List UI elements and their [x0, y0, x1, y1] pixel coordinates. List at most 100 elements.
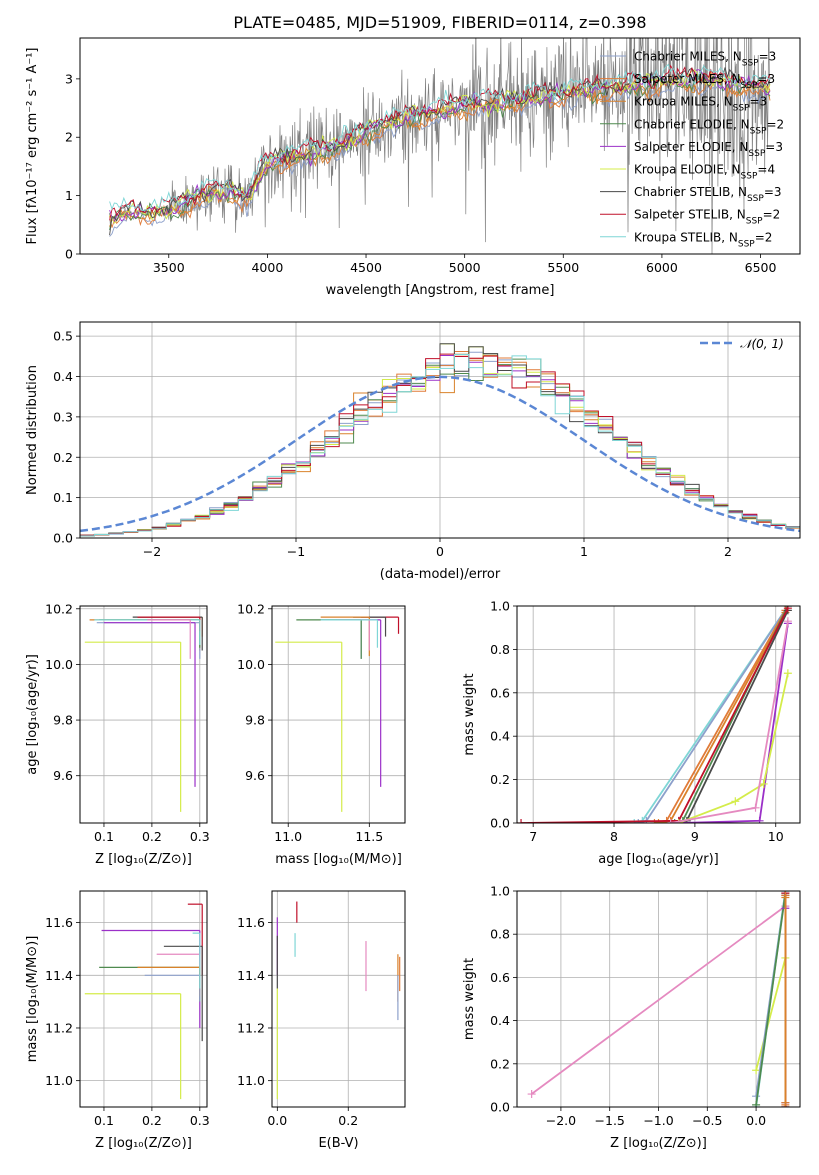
y-tick-label: 11.6	[237, 915, 265, 930]
y-tick-label: 0.3	[53, 409, 73, 424]
legend-entry: Chabrier MILES, NSSP=3	[634, 50, 776, 69]
legend-subscript: SSP	[747, 194, 764, 204]
x-tick-label: −2.0	[546, 1113, 576, 1128]
legend-tail: =3	[765, 140, 783, 154]
axes-frame	[271, 890, 406, 1108]
model-spectrum-kroupa_stelib	[109, 63, 771, 212]
point-marker	[674, 819, 683, 823]
y-axis-label: Normed distribution	[25, 365, 40, 495]
x-axis-label: E(B-V)	[318, 1136, 358, 1151]
x-tick-label: 0.0	[267, 1113, 287, 1128]
y-tick-label: 9.6	[245, 768, 265, 783]
point-marker	[752, 1100, 761, 1107]
series-kroupa_elodie	[755, 957, 787, 1071]
legend-entry: Salpeter MILES, NSSP=3	[634, 72, 775, 91]
legend-text: Salpeter MILES, N	[634, 72, 741, 86]
legend-subscript: SSP	[742, 59, 759, 69]
y-tick-label: 3	[65, 71, 73, 86]
x-tick-label: 9	[691, 829, 699, 844]
panel-mass_vs_EBV: 0.0 0.2 11.0 11.2 11.4 11.6 E(B-V)	[237, 890, 406, 1151]
x-tick-label: 11.0	[274, 829, 302, 844]
legend-text: Chabrier ELODIE, N	[634, 117, 750, 131]
legend-tail: =2	[766, 117, 784, 131]
y-tick-label: 11.2	[237, 1020, 265, 1035]
x-tick-label: −0.5	[692, 1113, 722, 1128]
y-tick-label: 9.6	[53, 768, 73, 783]
y-tick-label: 10.2	[45, 601, 73, 616]
axes-frame	[516, 605, 801, 824]
y-tick-label: 11.4	[45, 968, 73, 983]
y-axis-label: mass weight	[462, 673, 477, 755]
y-axis-label: Flux [fλ10⁻¹⁷ erg cm⁻² s⁻¹ A⁻¹]	[25, 48, 40, 245]
y-tick-label: 0.4	[53, 369, 73, 384]
legend-entry: 𝒩(0, 1)	[740, 337, 784, 351]
model-spectrum-salpeter_elodie	[109, 69, 771, 224]
panel-residuals: −2 −1 0 1 2 0.0 0.1 0.2 0.3 0.4 0.5 (data-model)/er…	[25, 321, 801, 582]
plot-area	[517, 606, 792, 823]
y-tick-label: 1.0	[490, 599, 510, 614]
series-kroupa_elodie	[678, 673, 789, 823]
y-tick-label: 9.8	[245, 713, 265, 728]
x-tick-label: 0.2	[142, 829, 162, 844]
panel-age_vs_mass: 11.0 11.5 9.6 9.8 10.0 10.2 mass [log₁₀(M/M⊙)]	[237, 601, 406, 867]
y-tick-label: 10.0	[45, 657, 73, 672]
x-tick-label: 6000	[646, 260, 678, 275]
legend-tail: =3	[750, 95, 768, 109]
legend-tail: =2	[755, 230, 773, 244]
legend-entry: Salpeter STELIB, NSSP=2	[634, 208, 780, 227]
point-marker	[751, 803, 760, 812]
legend-entry: Kroupa ELODIE, NSSP=4	[634, 163, 775, 182]
x-tick-label: 0.3	[190, 829, 210, 844]
panel-massweight_vs_age: 7 8 9 10 0.0 0.2 0.4 0.6 0.8 1.0 age [log₁₀(age/yr…	[462, 599, 801, 867]
series-pink	[531, 905, 786, 1095]
plot-area	[527, 891, 790, 1107]
model-spectrum-salpeter_miles	[109, 72, 771, 228]
x-axis-label: wavelength [Angstrom, rest frame]	[326, 283, 555, 298]
y-tick-label: 0.0	[53, 531, 73, 546]
x-tick-label: −1	[287, 544, 305, 559]
x-tick-label: 0	[436, 544, 444, 559]
point-marker	[759, 779, 768, 788]
legend-tail: =2	[763, 208, 781, 222]
y-tick-label: 0.1	[53, 490, 73, 505]
legend-text: Salpeter STELIB, N	[634, 208, 746, 222]
legend-subscript: SSP	[733, 104, 750, 114]
y-tick-label: 11.2	[45, 1020, 73, 1035]
legend-subscript: SSP	[750, 126, 767, 136]
x-axis-label: Z [log₁₀(Z/Z⊙)]	[95, 1136, 192, 1151]
y-tick-label: 9.8	[53, 713, 73, 728]
legend-entry: Salpeter ELODIE, NSSP=3	[634, 140, 783, 159]
x-tick-label: 0.0	[746, 1113, 766, 1128]
y-tick-label: 1	[65, 188, 73, 203]
y-tick-label: 0.6	[490, 685, 510, 700]
x-tick-label: 0.2	[142, 1113, 162, 1128]
point-marker	[666, 819, 675, 823]
x-axis-label: mass [log₁₀(M/M⊙)]	[275, 852, 402, 867]
panel-age_vs_Z: 0.1 0.2 0.3 9.6 9.8 10.0 10.2 Z [log₁₀(Z/Z⊙)] ag…	[25, 601, 210, 867]
x-tick-label: 0.1	[94, 1113, 114, 1128]
y-axis-label: age [log₁₀(age/yr)]	[25, 654, 40, 775]
y-tick-label: 11.4	[237, 968, 265, 983]
axes-frame	[79, 605, 208, 824]
axes-frame	[516, 890, 801, 1108]
x-tick-label: 0.1	[94, 829, 114, 844]
legend-tail: =3	[759, 50, 777, 64]
legend-subscript: SSP	[746, 217, 763, 227]
y-tick-label: 11.6	[45, 915, 73, 930]
gaussian-curve	[80, 375, 800, 533]
legend-text: Kroupa ELODIE, N	[634, 163, 741, 177]
x-axis-label: Z [log₁₀(Z/Z⊙)]	[95, 852, 192, 867]
legend-tail: =4	[757, 163, 775, 177]
y-tick-label: 0.0	[490, 816, 510, 831]
point-marker	[752, 1066, 761, 1075]
point-marker	[731, 797, 740, 806]
axes-frame	[79, 890, 208, 1108]
x-tick-label: 11.5	[355, 829, 383, 844]
y-tick-label: 0.2	[490, 1056, 510, 1071]
legend-text: Chabrier MILES, N	[634, 50, 742, 64]
x-tick-label: 5000	[449, 260, 481, 275]
legend-tail: =3	[764, 185, 782, 199]
series-chabrier_elodie	[755, 893, 787, 1105]
